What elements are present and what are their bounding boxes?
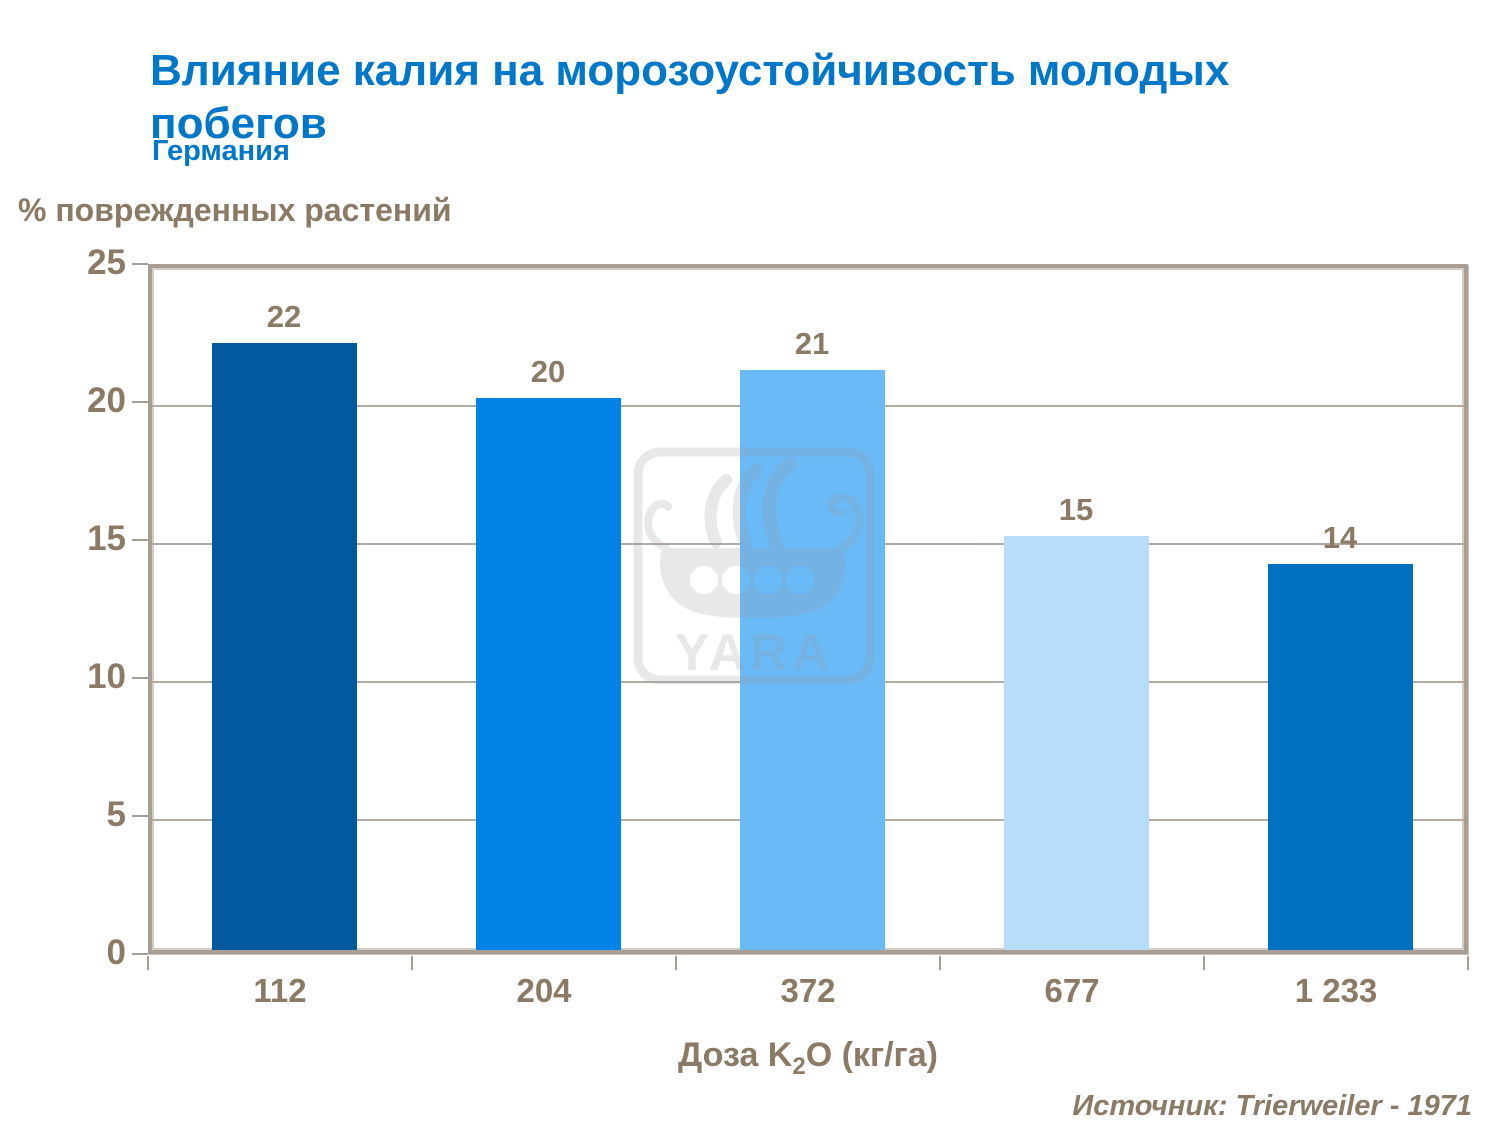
plot-area: YARA 22 20 21 15 14 [148, 264, 1468, 954]
x-tick-mark [675, 956, 677, 970]
x-axis-title-suffix: O (кг/га) [805, 1036, 938, 1074]
bar-372 [739, 370, 885, 950]
y-tick-mark [132, 953, 148, 955]
x-category-label-1 233: 1 233 [1294, 972, 1378, 1009]
y-tick-label-0: 0 [106, 933, 126, 972]
y-tick-label-10: 10 [87, 657, 126, 696]
page-title-line1: Влияние калия на морозоустойчивость моло… [150, 46, 1230, 96]
y-tick-mark [132, 401, 148, 403]
x-tick-mark [147, 956, 149, 970]
bar-value-label: 14 [1322, 519, 1358, 555]
y-tick-mark [132, 263, 148, 265]
page-subtitle: Германия [152, 135, 290, 167]
page-title: Влияние калия на морозоустойчивость моло… [150, 45, 1480, 151]
x-tick-mark [411, 956, 413, 970]
y-tick-mark [132, 539, 148, 541]
page-title-line2: побегов [150, 99, 327, 149]
y-tick-label-5: 5 [106, 795, 126, 834]
ship-tail [644, 499, 672, 552]
x-tick-mark [939, 956, 941, 970]
x-axis-title: Доза K2O (кг/га) [148, 1036, 1468, 1081]
source-note: Источник: Trierweiler - 1971 [1072, 1090, 1472, 1122]
x-category-label-372: 372 [780, 972, 836, 1009]
y-tick-label-15: 15 [87, 519, 126, 558]
ship-hull [660, 548, 846, 618]
x-axis-title-sub: 2 [792, 1052, 806, 1080]
x-category-label-204: 204 [516, 972, 572, 1009]
y-tick-mark [132, 677, 148, 679]
yara-logo-watermark: YARA [633, 447, 875, 685]
watermark-text: YARA [675, 624, 834, 682]
y-axis-title: % поврежденных растений [18, 192, 452, 228]
y-tick-label-25: 25 [87, 243, 126, 282]
y-tick-mark [132, 815, 148, 817]
bar-112 [211, 342, 357, 950]
ship-sails [704, 457, 797, 553]
bar-value-label: 20 [530, 354, 566, 389]
x-category-label-677: 677 [1044, 972, 1100, 1009]
bar-204 [475, 398, 621, 950]
y-tick-label-20: 20 [87, 381, 126, 420]
x-category-label-112: 112 [253, 972, 307, 1009]
bar-value-label: 22 [266, 298, 302, 334]
bar-1 233 [1267, 563, 1413, 950]
ship-dragon-head [827, 493, 864, 552]
bar-677 [1003, 536, 1149, 950]
x-tick-mark [1467, 956, 1469, 970]
x-tick-mark [1203, 956, 1205, 970]
x-axis-title-prefix: Доза K [678, 1036, 793, 1074]
bar-value-label: 21 [794, 326, 830, 362]
bar-value-label: 15 [1058, 492, 1094, 527]
watermark-frame [633, 447, 875, 685]
